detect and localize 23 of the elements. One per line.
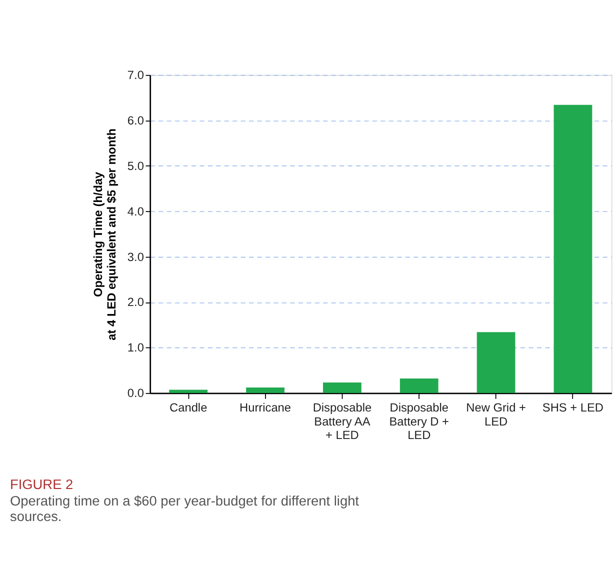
y-tick-label: 3.0 (127, 250, 144, 264)
x-tick-label: Hurricane (240, 400, 292, 415)
bar (246, 388, 284, 393)
text: FIGURE 2 (10, 476, 74, 492)
x-tick-label: New Grid + LED (466, 400, 526, 428)
bar (400, 378, 438, 393)
bar (169, 390, 208, 393)
bar (476, 332, 516, 393)
x-tick-label: Disposable Battery AA + LED (312, 400, 372, 442)
x-tick-label: Candle (170, 400, 208, 415)
y-tick-label: 7.0 (127, 68, 144, 82)
y-axis-title: Operating Time (h/day at 4 LED equivalent and $5 per month (90, 128, 119, 340)
x-tick-label: SHS + LED (542, 400, 604, 415)
bar (323, 382, 362, 393)
y-tick-label: 4.0 (127, 204, 144, 218)
y-tick-label: 1.0 (127, 340, 144, 355)
y-tick-label: 0.0 (127, 386, 144, 400)
text: Operating time on a $60 per year-budget for different light sources. (10, 493, 360, 524)
y-tick-label: 6.0 (127, 113, 144, 128)
x-tick-label: Disposable Battery D + LED (389, 400, 450, 442)
y-tick-label: 5.0 (127, 158, 144, 173)
bar (554, 104, 592, 393)
y-tick-label: 2.0 (127, 295, 144, 310)
